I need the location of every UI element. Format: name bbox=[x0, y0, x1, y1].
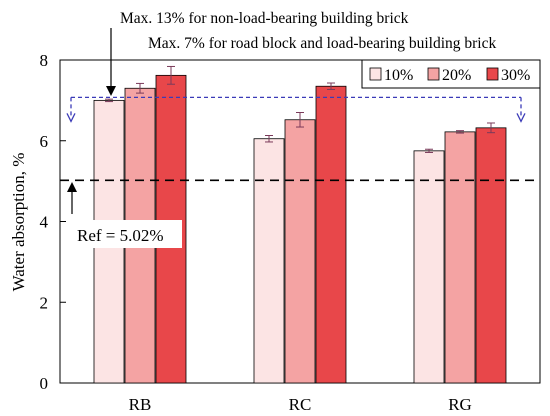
x-tick-label: RG bbox=[448, 395, 472, 414]
bar-RG-30% bbox=[475, 127, 507, 384]
legend-swatch bbox=[427, 67, 440, 81]
y-axis-label: Water absorption, % bbox=[9, 153, 28, 292]
x-tick-label: RC bbox=[289, 395, 312, 414]
bar-RG-20% bbox=[444, 131, 476, 384]
annotation-max13: Max. 13% for non-load-bearing building b… bbox=[120, 10, 409, 27]
legend-label: 30% bbox=[501, 67, 530, 84]
legend-label: 20% bbox=[442, 67, 471, 84]
y-tick-label: 6 bbox=[40, 132, 49, 151]
legend-label: 10% bbox=[384, 67, 413, 84]
x-tick-label: RB bbox=[129, 395, 152, 414]
bar-RC-20% bbox=[284, 119, 316, 384]
limit-arrowhead-left bbox=[66, 113, 76, 123]
y-tick-label: 2 bbox=[40, 293, 49, 312]
bar-RC-10% bbox=[253, 138, 285, 384]
arrow-ref bbox=[67, 182, 77, 214]
reference-lines bbox=[60, 96, 540, 182]
y-tick-label: 8 bbox=[40, 51, 49, 70]
legend-swatch bbox=[486, 67, 499, 81]
bar-RC-30% bbox=[315, 85, 347, 384]
arrow-max13 bbox=[106, 28, 116, 96]
ref-label-box bbox=[70, 220, 182, 248]
y-tick-label: 4 bbox=[40, 213, 49, 232]
ref-label: Ref = 5.02% bbox=[77, 226, 164, 245]
x-axis: RB RC RG bbox=[129, 395, 472, 414]
y-axis: 0 2 4 6 8 bbox=[40, 51, 66, 393]
annotation-max7: Max. 7% for road block and load-bearing … bbox=[148, 35, 496, 52]
legend-swatch bbox=[369, 67, 382, 81]
limit-arrowhead-right bbox=[516, 113, 526, 123]
y-tick-label: 0 bbox=[40, 374, 49, 393]
bar-RG-10% bbox=[413, 150, 445, 384]
error-bars bbox=[105, 65, 495, 153]
legend: 10% 20% 30% bbox=[361, 59, 541, 89]
